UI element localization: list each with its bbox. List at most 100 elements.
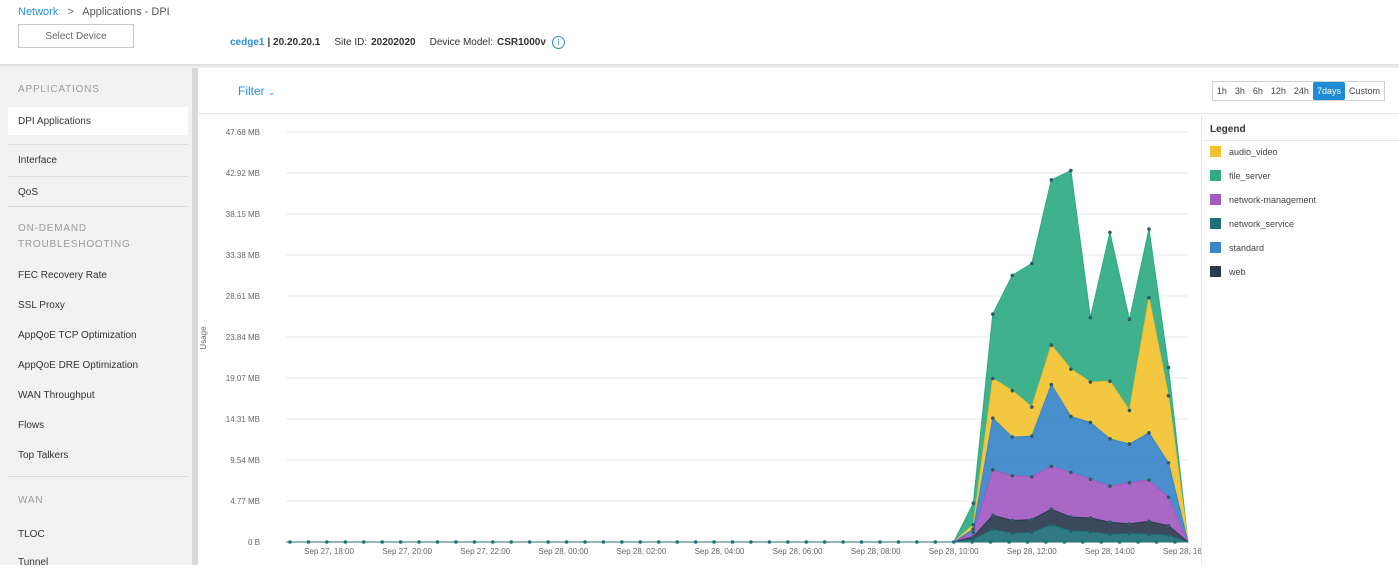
data-point: [1010, 435, 1015, 439]
breadcrumb: Network > Applications - DPI: [18, 6, 170, 18]
time-range-6h-button[interactable]: 6h: [1252, 86, 1263, 96]
sidebar-section-line: ON-DEMAND: [18, 223, 87, 234]
data-point: [1010, 531, 1015, 536]
data-point: [1108, 484, 1112, 488]
data-point: [990, 467, 995, 472]
sidebar-item-label: Tunnel: [18, 556, 49, 568]
y-tick-label: 42.92 MB: [226, 169, 260, 178]
legend-item-file-server[interactable]: file_server: [1210, 170, 1271, 181]
sidebar-item-label: DPI Applications: [18, 115, 91, 127]
legend-label: network_service: [1229, 218, 1295, 229]
data-point: [971, 527, 976, 531]
x-tick-label: Sep 28, 10:00: [929, 547, 979, 556]
x-tick-label: Sep 28, 14:00: [1085, 547, 1135, 556]
info-icon[interactable]: i: [551, 36, 565, 49]
data-point: [971, 535, 976, 539]
sidebar-section-applications: APPLICATIONS: [18, 84, 100, 95]
x-tick-label: Sep 28, 02:00: [616, 547, 666, 556]
sidebar-item-appqoe-tcp[interactable]: AppQoE TCP Optimization: [0, 321, 188, 349]
data-point: [1069, 470, 1073, 475]
legend-swatch: [1210, 242, 1221, 253]
sidebar-item-dpi-applications[interactable]: DPI Applications: [8, 107, 188, 135]
data-point: [1049, 523, 1054, 527]
time-range-24h-button[interactable]: 24h: [1293, 86, 1309, 96]
data-point: [1049, 178, 1054, 182]
data-point: [1127, 522, 1132, 526]
sidebar: APPLICATIONS DPI Applications Interface …: [0, 68, 192, 568]
sidebar-item-wan-throughput[interactable]: WAN Throughput: [0, 381, 188, 409]
sidebar-item-qos[interactable]: QoS: [0, 178, 188, 206]
sidebar-item-appqoe-dre[interactable]: AppQoE DRE Optimization: [0, 351, 188, 379]
data-point: [1108, 532, 1112, 537]
data-point: [990, 527, 995, 531]
sidebar-item-label: AppQoE TCP Optimization: [18, 329, 137, 341]
legend-swatch: [1210, 170, 1221, 181]
data-point: [1127, 317, 1132, 322]
data-point: [971, 530, 976, 535]
legend-label: file_server: [1229, 170, 1271, 181]
sidebar-item-label: SSL Proxy: [18, 299, 65, 311]
breadcrumb-current: Applications - DPI: [82, 6, 170, 18]
sidebar-item-top-talkers[interactable]: Top Talkers: [0, 441, 188, 469]
legend-swatch: [1210, 266, 1221, 277]
data-point: [1030, 474, 1034, 479]
data-point: [1069, 529, 1073, 533]
filter-label: Filter: [238, 84, 265, 98]
y-axis-title: Usage: [199, 326, 208, 350]
sidebar-item-label: Flows: [18, 419, 45, 431]
sidebar-item-interface[interactable]: Interface: [0, 146, 188, 174]
time-range-custom-button[interactable]: Custom: [1348, 86, 1380, 96]
legend-item-standard[interactable]: standard: [1210, 242, 1264, 253]
time-range-12h-button[interactable]: 12h: [1270, 86, 1286, 96]
y-tick-label: 14.31 MB: [226, 415, 260, 424]
data-point: [971, 523, 976, 527]
time-range-1h-button[interactable]: 1h: [1216, 86, 1227, 96]
legend-item-network-management[interactable]: network-management: [1210, 194, 1316, 205]
data-point: [1069, 414, 1073, 419]
x-tick-label: Sep 27, 22:00: [460, 547, 510, 556]
sidebar-item-tunnel[interactable]: Tunnel: [0, 548, 188, 576]
device-ip: | 20.20.20.1: [267, 37, 321, 48]
data-point: [990, 312, 995, 316]
sidebar-item-flows[interactable]: Flows: [0, 411, 188, 439]
data-point: [1030, 517, 1034, 522]
site-id-value: 20202020: [371, 37, 416, 48]
sidebar-item-label: QoS: [18, 186, 39, 198]
sidebar-section-wan: WAN: [18, 495, 44, 506]
legend-item-web[interactable]: web: [1210, 266, 1246, 277]
device-info: cedge1 | 20.20.20.1 Site ID: 20202020 De…: [230, 36, 565, 49]
data-point: [1049, 507, 1054, 512]
top-bar: Network > Applications - DPI Select Devi…: [0, 0, 1399, 66]
data-point: [990, 513, 995, 518]
time-range-7days-button[interactable]: 7days: [1312, 82, 1345, 100]
sidebar-divider: [8, 206, 188, 207]
legend-swatch: [1210, 218, 1221, 229]
time-range-3h-button[interactable]: 3h: [1234, 86, 1245, 96]
device-name[interactable]: cedge1: [230, 37, 265, 48]
data-point: [1166, 533, 1171, 537]
data-point: [1088, 516, 1093, 520]
x-tick-label: Sep 28, 06:00: [773, 547, 823, 556]
data-point: [1010, 388, 1015, 393]
data-point: [1088, 380, 1093, 384]
legend-item-audio-video[interactable]: audio_video: [1210, 146, 1278, 157]
x-tick-label: Sep 27, 18:00: [304, 547, 354, 556]
sidebar-splitter[interactable]: [192, 68, 198, 565]
data-point: [1030, 530, 1034, 535]
x-tick-label: Sep 28, 12:00: [1007, 547, 1057, 556]
sidebar-item-tloc[interactable]: TLOC: [0, 520, 188, 548]
legend-label: network-management: [1229, 194, 1317, 205]
breadcrumb-network-link[interactable]: Network: [18, 6, 59, 18]
filter-dropdown[interactable]: Filter ⌄: [238, 84, 276, 98]
x-tick-label: Sep 28, 08:00: [851, 547, 901, 556]
sidebar-section-on-demand: ON-DEMAND TROUBLESHOOTING: [18, 221, 131, 253]
legend-item-network-service[interactable]: network_service: [1210, 218, 1294, 229]
data-point: [1010, 473, 1015, 478]
sidebar-item-ssl-proxy[interactable]: SSL Proxy: [0, 291, 188, 319]
data-point: [1108, 379, 1112, 383]
data-point: [1147, 478, 1151, 482]
sidebar-item-fec-recovery-rate[interactable]: FEC Recovery Rate: [0, 261, 188, 289]
select-device-dropdown[interactable]: Select Device: [18, 24, 134, 48]
data-point: [971, 501, 976, 506]
data-point: [1010, 273, 1015, 278]
